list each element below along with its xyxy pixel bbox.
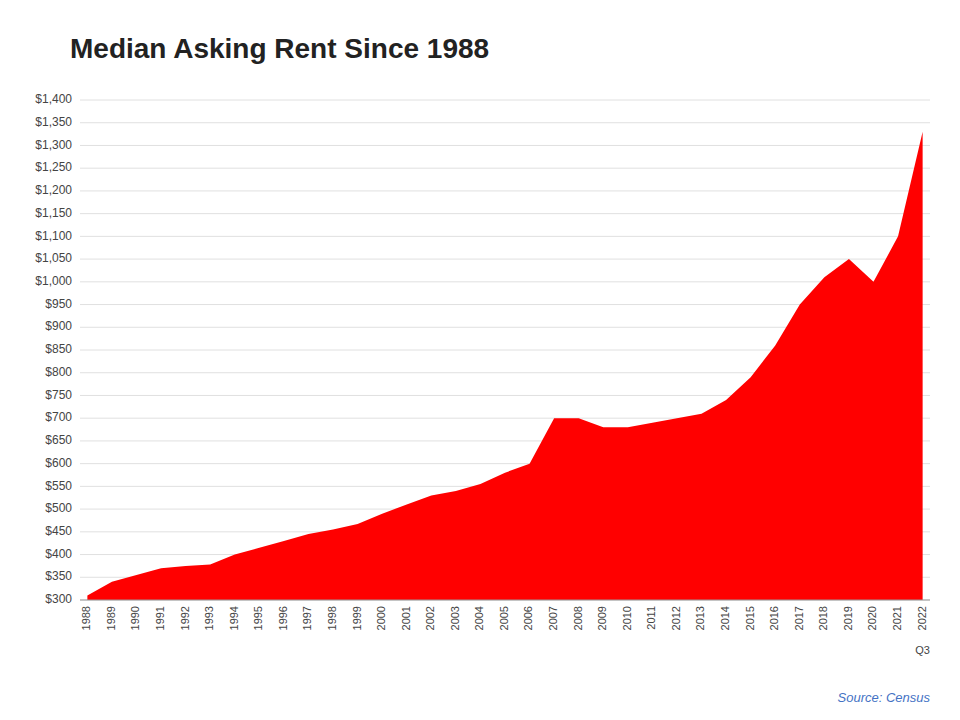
title: Median Asking Rent Since 1988 <box>70 33 489 64</box>
plot-area <box>87 132 922 600</box>
x-tick-label: 1994 <box>228 606 240 630</box>
grid-line <box>80 190 930 191</box>
x-tick-label: 1992 <box>179 606 191 630</box>
y-tick-label: $450 <box>45 524 72 538</box>
y-tick-label: $850 <box>45 342 72 356</box>
x-tick-label: 2020 <box>866 606 878 630</box>
grid-line <box>80 168 930 169</box>
grid-line <box>80 259 930 260</box>
y-tick-label: $800 <box>45 365 72 379</box>
y-tick-label: $1,150 <box>35 206 72 220</box>
x-tick-label: 2009 <box>596 606 608 630</box>
x-tick-label: 1999 <box>351 606 363 630</box>
x-tick-label: 2002 <box>424 606 436 630</box>
x-tick-label: 1996 <box>277 606 289 630</box>
grid-line <box>80 281 930 282</box>
y-tick-label: $500 <box>45 501 72 515</box>
y-tick-label: $550 <box>45 479 72 493</box>
y-tick-label: $1,350 <box>35 115 72 129</box>
y-tick-label: $1,400 <box>35 92 72 106</box>
x-tick-label: 1990 <box>129 606 141 630</box>
x-tick-label: 1989 <box>105 606 117 630</box>
x-tick-label: 2005 <box>498 606 510 630</box>
y-tick-label: $300 <box>45 592 72 606</box>
y-tick-label: $400 <box>45 547 72 561</box>
x-tick-label: 2017 <box>793 606 805 630</box>
grid-line <box>80 100 930 101</box>
x-tick-label: 2007 <box>547 606 559 630</box>
x-tick-label: 2012 <box>670 606 682 630</box>
x-tick-label: 2008 <box>572 606 584 630</box>
x-tick-label: 1997 <box>301 606 313 630</box>
grid-line <box>80 213 930 214</box>
x-tick-label: 1993 <box>203 606 215 630</box>
y-axis: $300 $350 $400 $450 $500 $550 $600 $650 $700 $750… <box>35 92 72 606</box>
source-note: Source: Census <box>838 690 931 705</box>
y-tick-label: $1,050 <box>35 251 72 265</box>
x-tick-label: 2004 <box>473 606 485 630</box>
grid-line <box>80 145 930 146</box>
x-tick-label: 2015 <box>744 606 756 630</box>
y-tick-label: $750 <box>45 388 72 402</box>
x-tick-label: 2010 <box>621 606 633 630</box>
x-tick-label: 2018 <box>817 606 829 630</box>
x-tick-label: 2013 <box>694 606 706 630</box>
y-tick-label: $600 <box>45 456 72 470</box>
x-tick-label: 2003 <box>449 606 461 630</box>
grid-line <box>80 122 930 123</box>
y-tick-label: $650 <box>45 433 72 447</box>
y-tick-label: $950 <box>45 297 72 311</box>
x-tick-label: 2001 <box>400 606 412 630</box>
annotation: Q3 <box>915 644 930 656</box>
x-tick-label: 2014 <box>719 606 731 630</box>
y-tick-label: $700 <box>45 410 72 424</box>
x-tick-label: 2000 <box>375 606 387 630</box>
area <box>87 132 922 600</box>
x-tick-label: 1998 <box>326 606 338 630</box>
x-tick-label: 1988 <box>80 606 92 630</box>
x-tick-label: 2011 <box>645 606 657 630</box>
y-tick-label: $1,000 <box>35 274 72 288</box>
y-tick-label: $1,300 <box>35 138 72 152</box>
y-tick-label: $900 <box>45 319 72 333</box>
x-tick-label: 2021 <box>891 606 903 630</box>
x-axis-line <box>80 600 930 601</box>
x-tick-label: 2016 <box>768 606 780 630</box>
x-tick-label: 2006 <box>522 606 534 630</box>
y-tick-label: $350 <box>45 569 72 583</box>
y-tick-label: $1,100 <box>35 229 72 243</box>
grid <box>80 100 930 600</box>
x-tick-label: 2022 <box>916 606 928 630</box>
grid-line <box>80 600 930 601</box>
y-tick-label: $1,250 <box>35 160 72 174</box>
grid-line <box>80 236 930 237</box>
chart: Median Asking Rent Since 1988 $300 $350 $40… <box>0 0 960 720</box>
x-tick-label: 1991 <box>154 606 166 630</box>
x-tick-label: 1995 <box>252 606 264 630</box>
x-tick-label: 2019 <box>842 606 854 630</box>
x-axis: 1988 1989 1990 1991 1992 1993 1994 1995 1996 1997… <box>80 600 930 630</box>
y-tick-label: $1,200 <box>35 183 72 197</box>
